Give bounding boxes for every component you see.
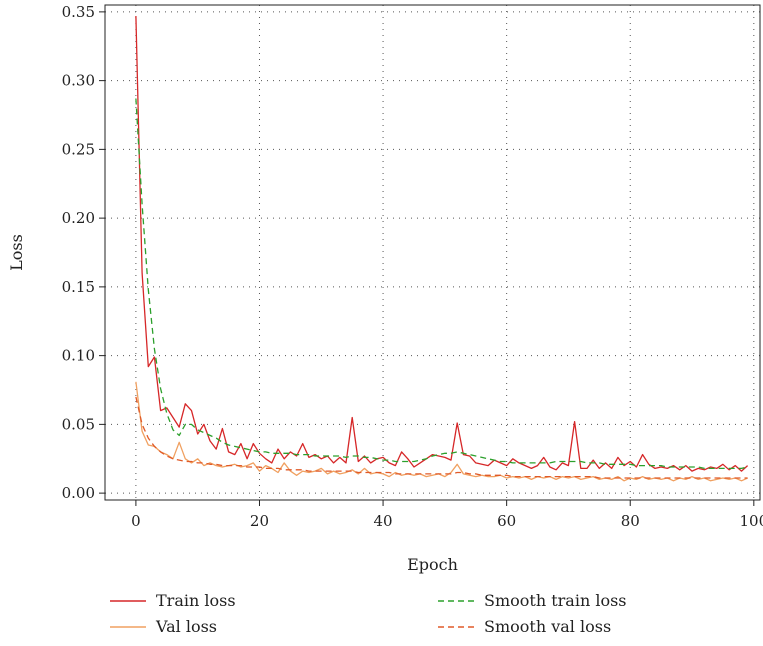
- x-tick-label: 100: [740, 512, 763, 530]
- x-tick-label: 60: [497, 512, 516, 530]
- smooth-val-loss-line: [135, 396, 748, 479]
- y-tick-label: 0.30: [62, 72, 95, 90]
- smooth-train-loss-line: [135, 98, 748, 470]
- y-tick-label: 0.10: [62, 347, 95, 365]
- x-tick-label: 20: [250, 512, 269, 530]
- x-axis-label: Epoch: [407, 555, 458, 574]
- y-tick-label: 0.20: [62, 209, 95, 227]
- y-tick-label: 0.25: [62, 140, 95, 158]
- plot-frame: [104, 4, 761, 501]
- x-tick-label: 0: [131, 512, 141, 530]
- y-axis-label: Loss: [7, 234, 26, 271]
- axis-ticks: 0 20 40 60 80 100 0.00 0.05 0.10 0.15 0.20 0.25 0.30…: [62, 3, 763, 530]
- legend-label: Val loss: [155, 617, 217, 636]
- series-lines: [135, 15, 749, 482]
- y-tick-label: 0.00: [62, 484, 95, 502]
- x-tick-label: 80: [621, 512, 640, 530]
- legend: Train loss Val loss Smooth train loss Smoot…: [110, 591, 627, 636]
- legend-label: Smooth train loss: [484, 591, 627, 610]
- legend-label: Smooth val loss: [484, 617, 611, 636]
- y-tick-label: 0.05: [62, 415, 95, 433]
- y-tick-label: 0.35: [62, 3, 95, 21]
- x-tick-label: 40: [374, 512, 393, 530]
- y-tick-label: 0.15: [62, 278, 95, 296]
- legend-label: Train loss: [156, 591, 236, 610]
- train-loss-line: [135, 15, 749, 472]
